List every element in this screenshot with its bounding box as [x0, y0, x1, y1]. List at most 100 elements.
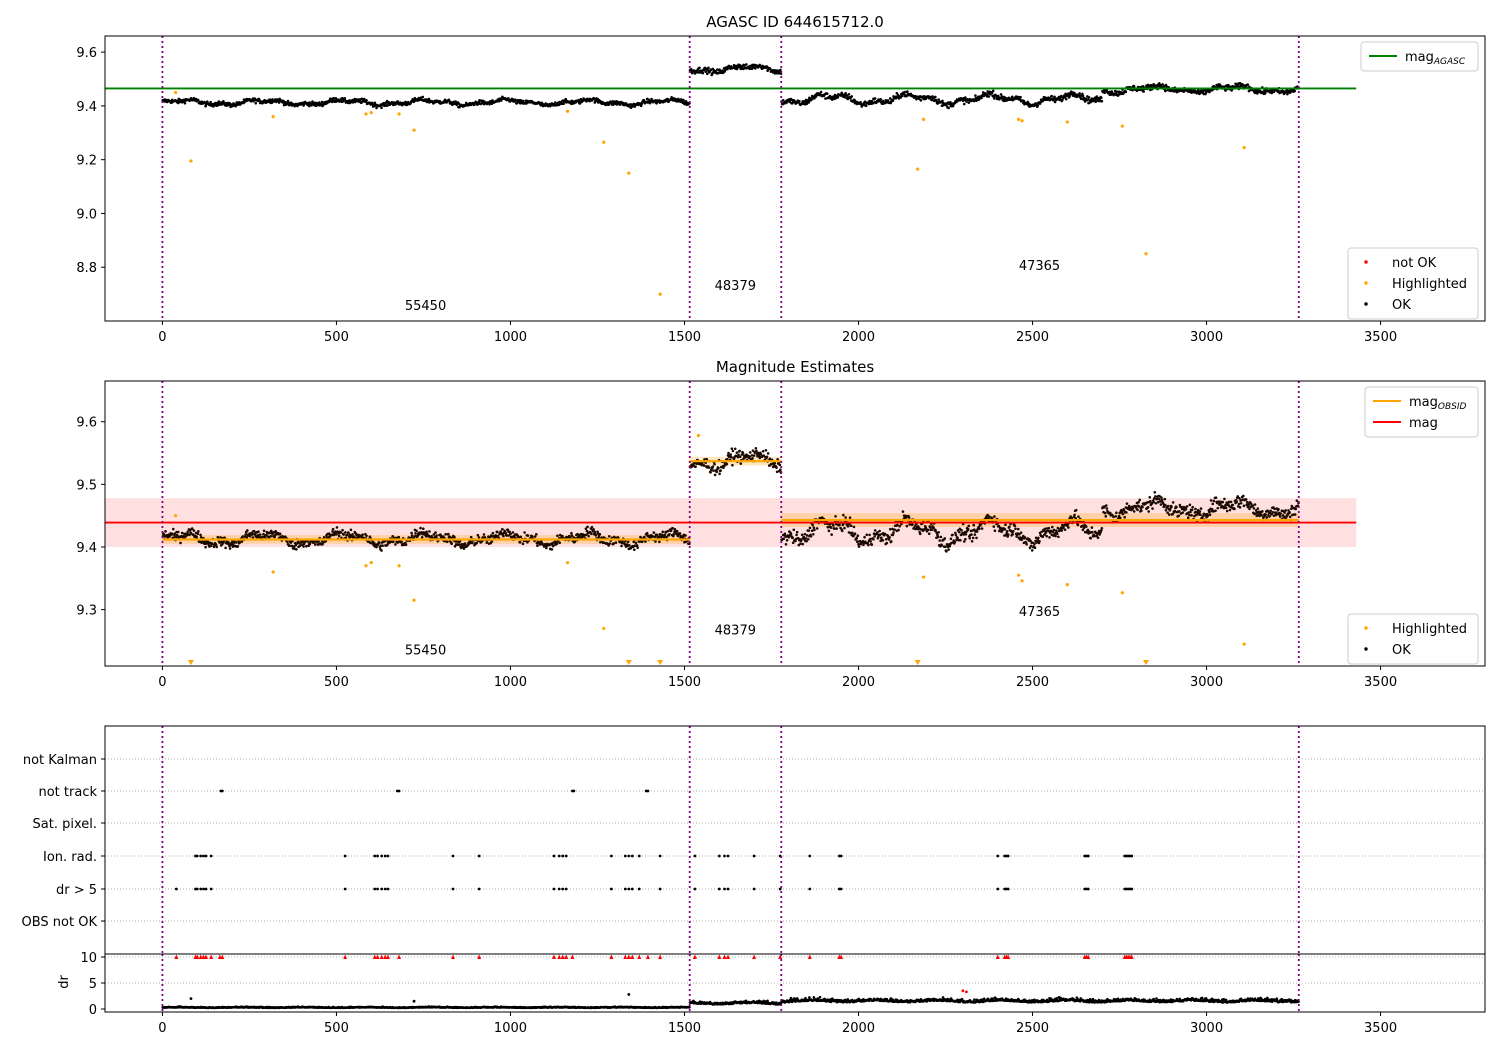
p2-point-ok	[672, 533, 676, 536]
p2-point-ok	[552, 544, 555, 547]
p3-flag-point	[477, 887, 481, 891]
p2-point-ok	[1105, 504, 1108, 507]
p2-point-highlighted	[565, 561, 570, 565]
p3-flag-point	[726, 854, 730, 858]
p2-point-ok	[1147, 510, 1150, 513]
p3-row-label: dr > 5	[56, 883, 97, 898]
p1-point-ok	[1293, 89, 1296, 93]
p2-point-ok	[962, 533, 966, 536]
p2-point-ok	[1260, 513, 1264, 517]
p2-point-ok	[1184, 507, 1188, 511]
p2-point-ok	[865, 533, 869, 537]
p1-point-highlighted	[369, 111, 373, 115]
p2-point-ok	[988, 515, 991, 518]
p1-obs-label: 48379	[715, 279, 756, 294]
p2-point-ok	[673, 528, 677, 531]
p2-point-ok	[1090, 526, 1094, 529]
p1-point-ok	[905, 94, 908, 98]
p3-flag-point	[1006, 887, 1010, 891]
p1-point-ok	[488, 102, 491, 106]
p2-point-ok	[751, 456, 754, 460]
p2-point-ok	[853, 532, 857, 535]
p2-point-ok	[834, 514, 837, 518]
p2-point-ok	[345, 533, 349, 537]
p2-point-ok	[766, 452, 770, 455]
p2-point-ok	[1028, 546, 1032, 550]
p2-point-ok	[1277, 507, 1280, 511]
p1-point-ok	[332, 96, 335, 100]
p2-point-ok	[789, 532, 793, 536]
p2-point-ok	[784, 542, 788, 546]
p3-flag-point	[839, 887, 843, 891]
p3-row-label: not Kalman	[23, 753, 97, 768]
p2-point-ok	[750, 454, 754, 457]
p1-point-ok	[930, 98, 934, 102]
p2-point-ok	[1148, 495, 1152, 499]
p1-point-ok	[1036, 104, 1040, 107]
p2-point-ok	[521, 542, 525, 546]
p2-point-ok	[236, 545, 240, 548]
p2-point-ok	[1175, 505, 1178, 509]
p1-point-ok	[421, 95, 425, 99]
p2-obs-label: 47365	[1019, 605, 1060, 620]
p2-point-ok	[312, 541, 315, 544]
p2-point-ok	[305, 544, 308, 548]
p2-point-ok	[752, 454, 756, 457]
p2-point-ok	[302, 545, 305, 548]
p2-point-ok	[938, 539, 942, 542]
p2-point-ok	[845, 522, 849, 526]
p2-point-ok	[1017, 527, 1020, 531]
p2-point-ok	[1146, 506, 1150, 509]
p2-point-ok	[852, 525, 856, 529]
p2-point-ok	[840, 529, 844, 533]
p2-point-ok	[808, 526, 812, 530]
p1-point-ok	[886, 99, 890, 102]
p3-flag-point	[808, 854, 812, 858]
p2-point-ok	[829, 526, 833, 529]
p2-point-ok	[866, 541, 870, 545]
p2-point-ok	[1060, 529, 1064, 532]
p4-xtick-label: 3000	[1190, 1021, 1223, 1036]
p2-point-ok	[162, 532, 166, 536]
p1-point-ok	[562, 102, 565, 106]
p2-point-ok	[1048, 536, 1051, 539]
p2-point-ok	[262, 532, 265, 536]
p2-point-ok	[590, 532, 593, 536]
p2-point-ok	[570, 534, 574, 537]
p2-point-ok	[735, 451, 739, 454]
p2-point-ok	[901, 510, 905, 513]
p2-point-ok	[888, 536, 891, 539]
p2-point-ok	[1199, 513, 1202, 517]
p2-point-ok	[833, 527, 836, 530]
p2-point-ok	[1269, 509, 1272, 513]
p2-point-ok	[907, 516, 911, 519]
p2-point-ok	[707, 466, 711, 469]
p2-point-ok	[876, 531, 879, 534]
p2-point-ok	[811, 523, 815, 527]
p2-point-ok	[855, 536, 859, 540]
p2-point-ok	[391, 535, 394, 538]
p3-flag-point	[383, 854, 387, 858]
p2-point-ok	[1245, 500, 1249, 504]
p1-point-highlighted	[602, 140, 606, 144]
p2-point-ok	[1270, 513, 1274, 516]
p1-point-ok	[343, 96, 347, 100]
p2-point-ok	[518, 541, 522, 544]
p2-point-ok	[1104, 515, 1108, 518]
p2-point-ok	[450, 542, 453, 545]
p1-point-highlighted	[658, 292, 662, 296]
p1-legend-box	[1360, 41, 1479, 72]
p2-point-ok	[1067, 526, 1070, 529]
p2-point-ok	[857, 545, 861, 548]
p2-point-ok	[607, 544, 611, 547]
p2-point-ok	[1171, 501, 1175, 504]
p2-point-ok	[911, 523, 914, 526]
p2-point-ok	[286, 540, 289, 544]
p2-point-ok	[964, 537, 967, 541]
p2-point-ok	[700, 462, 704, 466]
p2-point-ok	[1212, 499, 1216, 503]
p3-flag-point	[561, 887, 565, 891]
p3-flag-point	[1006, 854, 1010, 858]
p1-legend-box	[1347, 247, 1479, 320]
p2-ytick-label: 9.4	[76, 541, 97, 556]
